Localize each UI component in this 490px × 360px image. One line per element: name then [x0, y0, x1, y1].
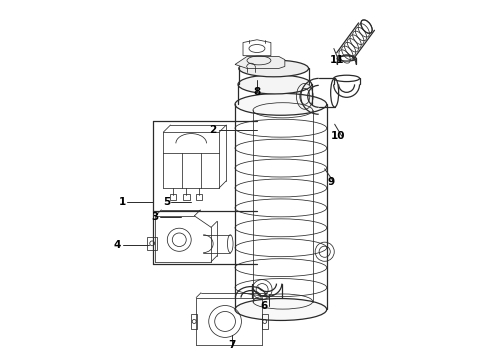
Bar	[192, 314, 197, 329]
Bar	[262, 314, 268, 329]
Text: 3: 3	[152, 212, 159, 222]
Bar	[183, 194, 190, 200]
Text: 11: 11	[329, 55, 344, 66]
Ellipse shape	[239, 60, 309, 77]
Text: 9: 9	[327, 177, 334, 187]
Polygon shape	[235, 57, 285, 68]
Bar	[147, 237, 156, 250]
Text: 6: 6	[260, 301, 268, 311]
Text: 7: 7	[228, 340, 236, 350]
Text: 10: 10	[331, 131, 345, 141]
Text: 2: 2	[210, 125, 217, 135]
Text: 5: 5	[163, 197, 170, 207]
Bar	[170, 194, 176, 200]
Ellipse shape	[238, 75, 312, 94]
Ellipse shape	[235, 93, 327, 115]
Ellipse shape	[235, 298, 327, 320]
Text: 8: 8	[253, 86, 261, 96]
Text: 4: 4	[114, 239, 121, 249]
Text: 1: 1	[119, 197, 126, 207]
Bar	[196, 194, 202, 200]
